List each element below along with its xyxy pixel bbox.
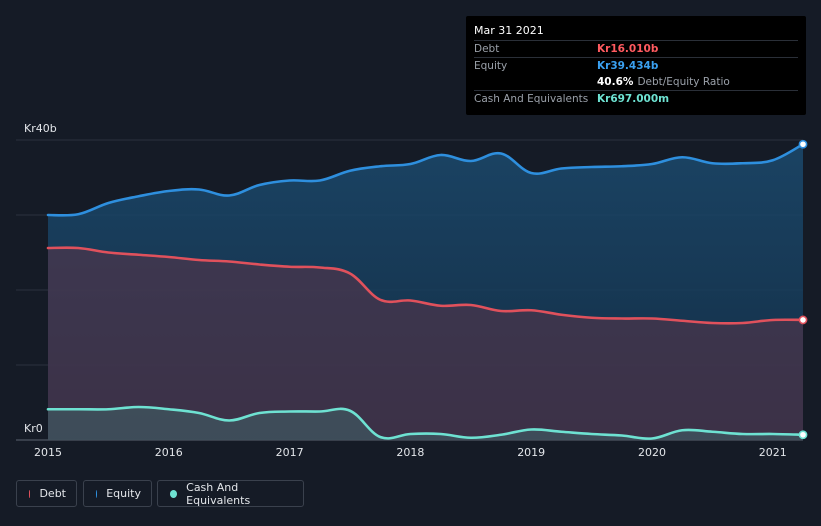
- area-cash-and-equivalents: [48, 407, 803, 440]
- series-areas: [48, 144, 803, 440]
- series-lines: [46, 142, 805, 440]
- x-tick-label: 2018: [396, 446, 425, 459]
- legend-label: Equity: [106, 487, 141, 500]
- tooltip-label: Cash And Equivalents: [474, 93, 589, 105]
- legend-dot-icon: [96, 489, 98, 498]
- line-debt: [46, 246, 805, 325]
- legend-item-cash[interactable]: Cash And Equivalents: [157, 480, 304, 507]
- tooltip-ratio-value: 40.6%: [597, 76, 634, 88]
- tooltip-label: Equity: [474, 60, 508, 72]
- end-marker-equity: [798, 139, 808, 149]
- y-tick-label-bottom: Kr0: [24, 422, 43, 435]
- end-marker-cash-and-equivalents: [798, 430, 808, 440]
- tooltip: Mar 31 2021 Debt Kr16.010b Equity Kr39.4…: [466, 16, 806, 115]
- x-tick-label: 2020: [638, 446, 666, 459]
- x-tick-label: 2021: [758, 446, 787, 459]
- legend-label: Debt: [39, 487, 66, 500]
- legend-item-equity[interactable]: Equity: [83, 480, 152, 507]
- tooltip-row-cash: Cash And Equivalents Kr697.000m: [474, 90, 798, 107]
- legend-item-debt[interactable]: Debt: [16, 480, 77, 507]
- x-tick-label: 2015: [34, 446, 62, 459]
- y-tick-label-top: Kr40b: [24, 122, 57, 135]
- tooltip-value-equity: Kr39.434b: [597, 60, 659, 72]
- line-cash-and-equivalents: [46, 405, 805, 440]
- tooltip-row-ratio: 40.6% Debt/Equity Ratio: [474, 74, 798, 90]
- tooltip-value-cash: Kr697.000m: [597, 93, 670, 105]
- x-tick-label: 2016: [154, 446, 183, 459]
- tooltip-value-debt: Kr16.010b: [597, 43, 659, 55]
- end-marker-debt: [798, 315, 808, 325]
- series-end-markers: [798, 139, 808, 440]
- legend-label: Cash And Equivalents: [186, 480, 251, 507]
- x-tick-label: 2019: [517, 446, 546, 459]
- tooltip-label: Debt: [474, 43, 500, 55]
- tooltip-row-debt: Debt Kr16.010b: [474, 40, 798, 57]
- tooltip-row-equity: Equity Kr39.434b: [474, 57, 798, 74]
- tooltip-date: Mar 31 2021: [474, 24, 544, 37]
- line-equity: [46, 142, 805, 217]
- x-tick-label: 2017: [275, 446, 304, 459]
- tooltip-ratio-label: Debt/Equity Ratio: [637, 76, 730, 88]
- legend-dot-icon: [29, 489, 31, 498]
- area-debt: [48, 247, 803, 440]
- legend-dot-icon: [170, 489, 178, 498]
